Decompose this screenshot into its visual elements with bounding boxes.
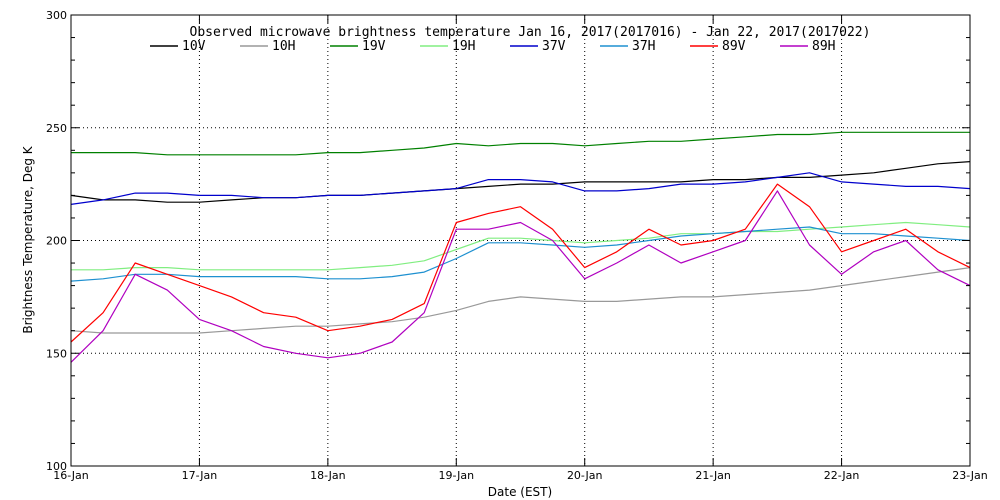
series-line-89v xyxy=(70,183,971,343)
y-tick-label: 150 xyxy=(46,347,67,360)
series-line-37v xyxy=(70,172,971,205)
series-line-19v xyxy=(71,131,970,156)
legend-label-89v: 89V xyxy=(722,39,746,54)
y-tick-label: 250 xyxy=(46,122,67,135)
x-tick-label: 18-Jan xyxy=(310,469,346,482)
legend-label-19v: 19V xyxy=(362,39,386,54)
x-tick-label: 21-Jan xyxy=(695,469,731,482)
legend-label-37v: 37V xyxy=(542,39,566,54)
chart-title: Observed microwave brightness temperatur… xyxy=(190,25,871,40)
legend-label-89h: 89H xyxy=(812,39,835,54)
series-line-10v xyxy=(70,161,971,203)
series-line-19h xyxy=(71,221,971,271)
x-tick-label: 20-Jan xyxy=(567,469,603,482)
x-tick-label: 16-Jan xyxy=(53,469,89,482)
legend: 10V 10H 19V 19H 37V 37H 89V 89H xyxy=(150,39,835,54)
series-line-37h xyxy=(70,226,971,282)
axis-ticks: 16-Jan 17-Jan 18-Jan 19-Jan 20-Jan 21-Jan 22-J… xyxy=(46,9,988,482)
x-tick-label: 19-Jan xyxy=(439,469,475,482)
x-tick-label: 22-Jan xyxy=(824,469,860,482)
legend-label-10v: 10V xyxy=(182,39,206,54)
y-tick-label: 100 xyxy=(46,460,67,473)
y-tick-label: 300 xyxy=(46,9,67,22)
legend-label-10h: 10H xyxy=(272,39,295,54)
legend-label-19h: 19H xyxy=(452,39,475,54)
x-axis-title: Date (EST) xyxy=(488,485,552,499)
series-line-89h xyxy=(70,190,971,363)
legend-label-37h: 37H xyxy=(632,39,655,54)
x-tick-label: 17-Jan xyxy=(182,469,218,482)
series-lines xyxy=(70,131,971,363)
y-axis-title: Brightness Temperature, Deg K xyxy=(21,145,35,333)
series-line-10h xyxy=(70,267,971,334)
y-tick-label: 200 xyxy=(46,235,67,248)
x-tick-label: 23-Jan xyxy=(952,469,988,482)
